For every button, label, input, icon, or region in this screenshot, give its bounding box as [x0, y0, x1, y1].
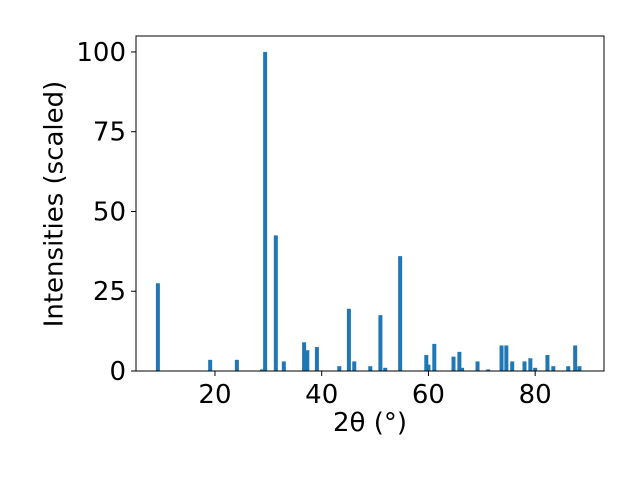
bar [263, 51, 268, 371]
bar [352, 361, 357, 371]
x-axis-label: 2θ (°) [333, 408, 407, 438]
bar [234, 359, 239, 371]
y-tick-label: 0 [109, 357, 126, 387]
bar [573, 345, 578, 371]
bar [426, 364, 431, 371]
bar [302, 342, 307, 371]
bar [522, 361, 527, 371]
bar [486, 369, 491, 371]
x-tick-label: 20 [198, 380, 231, 410]
bar [545, 355, 550, 371]
x-tick-label: 80 [519, 380, 552, 410]
bar [368, 366, 373, 371]
bar [533, 367, 538, 371]
bar [208, 359, 213, 371]
bar [273, 235, 278, 371]
bar [451, 356, 456, 371]
y-tick-label: 100 [76, 38, 126, 68]
y-tick-label: 75 [93, 118, 126, 148]
bar [551, 366, 556, 371]
bar [504, 345, 509, 371]
bar [281, 361, 286, 371]
y-tick-label: 50 [93, 197, 126, 227]
y-tick-label: 25 [93, 277, 126, 307]
bar [383, 367, 388, 371]
bar [499, 345, 504, 371]
bar [305, 350, 310, 371]
bar [432, 343, 437, 371]
bar [424, 355, 429, 371]
bar [577, 366, 582, 371]
bar [337, 366, 342, 371]
bar [566, 366, 571, 371]
bar [346, 308, 351, 371]
plot-frame [135, 35, 605, 372]
bar [378, 315, 383, 371]
bar [314, 347, 319, 371]
bar [259, 369, 264, 371]
x-tick-label: 40 [305, 380, 338, 410]
bar [475, 361, 480, 371]
bar [398, 256, 403, 371]
x-tick-label: 60 [412, 380, 445, 410]
bar [528, 358, 533, 371]
bar [510, 361, 515, 371]
y-axis-label: Intensities (scaled) [40, 81, 70, 328]
bar [155, 283, 160, 371]
bar [457, 351, 462, 371]
bar [460, 367, 465, 371]
